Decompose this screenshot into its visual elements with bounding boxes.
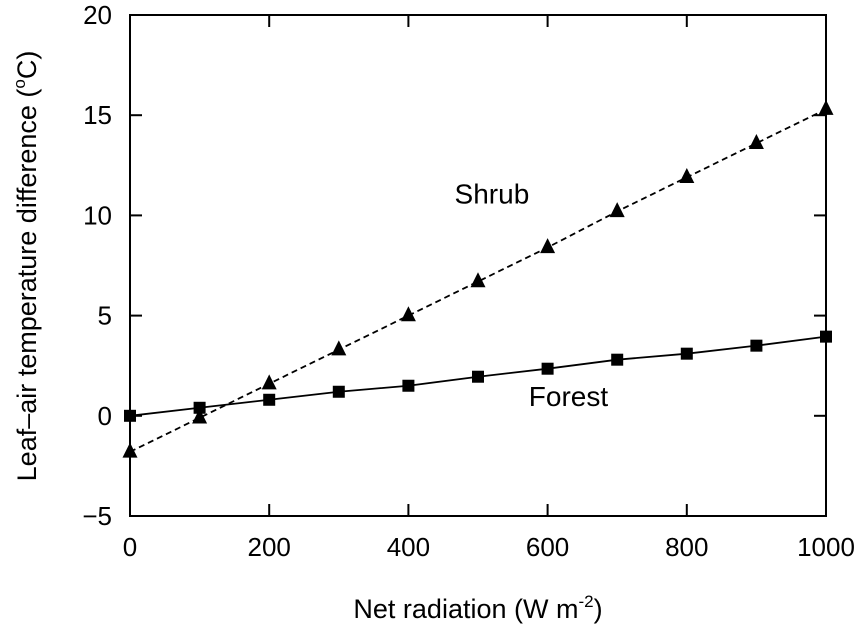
data-point-triangle xyxy=(818,99,834,115)
data-point-triangle xyxy=(261,374,277,390)
x-tick-label: 0 xyxy=(123,532,137,562)
series-layer xyxy=(122,99,834,458)
y-tick-label: 10 xyxy=(83,200,112,230)
data-point-triangle xyxy=(609,202,625,218)
x-tick-label: 200 xyxy=(248,532,291,562)
y-axis-title: Leaf–air temperature difference (oC) xyxy=(10,51,42,482)
y-tick-label: 20 xyxy=(83,0,112,30)
data-point-triangle xyxy=(679,168,695,184)
data-point-square xyxy=(750,339,763,352)
series-label-forest: Forest xyxy=(529,381,609,412)
data-point-square xyxy=(193,401,206,414)
data-point-triangle xyxy=(540,238,556,254)
data-point-square xyxy=(611,353,624,366)
x-tick-label: 400 xyxy=(387,532,430,562)
x-tick-label: 800 xyxy=(665,532,708,562)
data-point-square xyxy=(541,362,554,375)
data-point-square xyxy=(472,370,484,383)
x-axis-title: Net radiation (W m-2) xyxy=(353,592,602,624)
data-point-triangle xyxy=(122,442,138,458)
x-tick-label: 1000 xyxy=(797,532,855,562)
series-forest xyxy=(124,330,832,422)
plot-frame xyxy=(129,14,827,517)
data-point-square xyxy=(332,385,345,398)
data-point-triangle xyxy=(192,408,208,424)
y-tick-label: 5 xyxy=(98,301,112,331)
data-point-triangle xyxy=(470,272,486,288)
data-point-square xyxy=(263,393,276,406)
data-point-triangle xyxy=(400,306,416,322)
label-layer: Shrub Forest xyxy=(455,178,609,411)
data-point-square xyxy=(402,379,415,392)
axis-ticks: 0 200 400 600 800 1000 −5 0 5 10 15 20 xyxy=(82,0,855,562)
y-tick-label: 0 xyxy=(98,401,112,431)
data-point-square xyxy=(680,347,693,360)
y-tick-label: −5 xyxy=(82,501,112,531)
x-tick-label: 600 xyxy=(526,532,569,562)
series-shrub xyxy=(122,99,834,458)
data-point-triangle xyxy=(331,340,347,356)
data-point-square xyxy=(124,409,136,422)
y-tick-label: 15 xyxy=(83,100,112,130)
data-point-triangle xyxy=(748,133,764,149)
series-label-shrub: Shrub xyxy=(455,178,530,209)
data-point-square xyxy=(820,330,832,343)
